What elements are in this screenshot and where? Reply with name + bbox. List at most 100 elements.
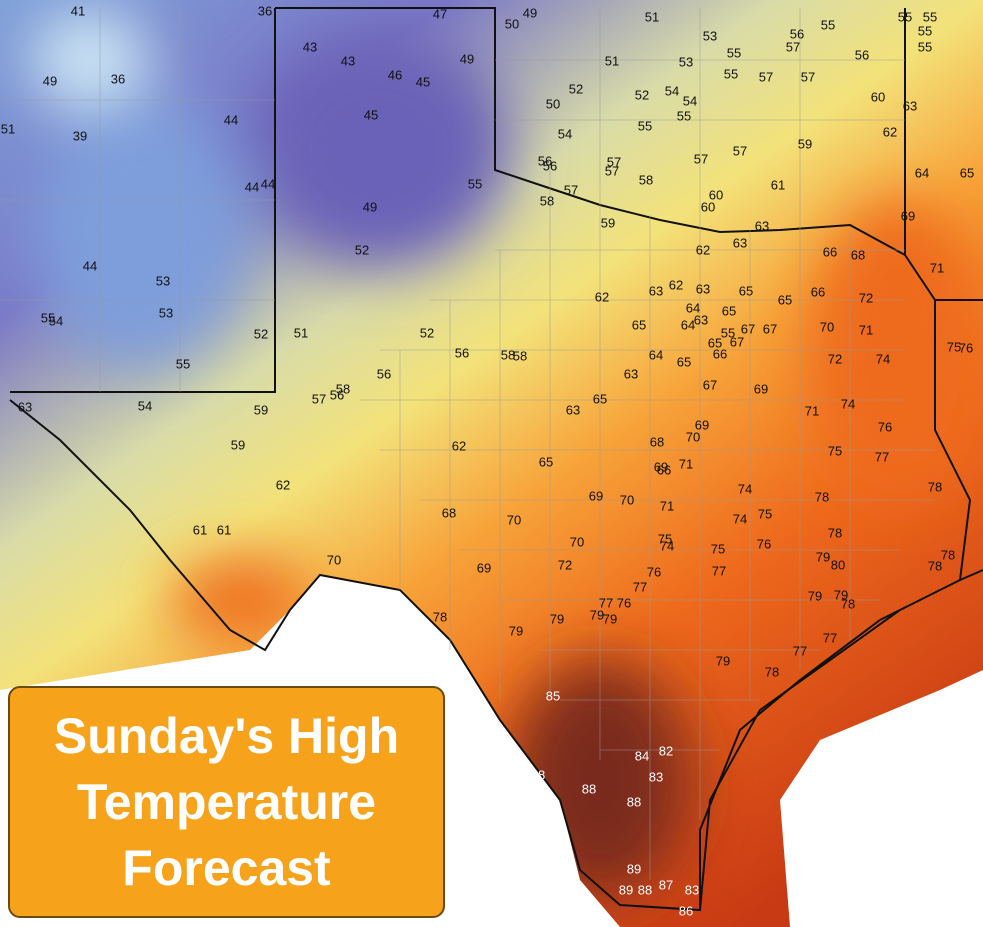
temp-label: 77 [823, 630, 837, 645]
temp-label: 63 [566, 402, 580, 417]
temp-label: 76 [878, 419, 892, 434]
temp-label: 56 [455, 345, 469, 360]
temp-label: 74 [841, 396, 855, 411]
temp-label: 55 [176, 356, 190, 371]
temp-label: 58 [501, 347, 515, 362]
temp-label: 65 [778, 292, 792, 307]
temp-label: 59 [254, 402, 268, 417]
temp-label: 88 [531, 767, 545, 782]
temp-label: 52 [569, 81, 583, 96]
temp-label: 75 [828, 443, 842, 458]
temp-label: 62 [595, 289, 609, 304]
temp-label: 87 [659, 877, 673, 892]
temp-label: 56 [855, 47, 869, 62]
temp-label: 62 [452, 438, 466, 453]
temp-label: 59 [798, 136, 812, 151]
temp-label: 44 [83, 258, 97, 273]
temp-label: 79 [590, 607, 604, 622]
temp-label: 66 [823, 244, 837, 259]
temp-label: 65 [593, 391, 607, 406]
temp-label: 53 [156, 273, 170, 288]
temp-label: 62 [696, 242, 710, 257]
temp-label: 59 [601, 215, 615, 230]
temp-label: 57 [564, 182, 578, 197]
temp-label: 71 [859, 322, 873, 337]
temp-label: 52 [635, 87, 649, 102]
temp-label: 68 [650, 434, 664, 449]
temp-label: 69 [654, 459, 668, 474]
temp-label: 66 [713, 346, 727, 361]
temp-label: 88 [638, 882, 652, 897]
temp-label: 79 [603, 611, 617, 626]
temp-label: 61 [217, 522, 231, 537]
temp-label: 57 [605, 163, 619, 178]
temp-label: 49 [363, 199, 377, 214]
temp-label: 54 [49, 313, 63, 328]
temp-label: 74 [738, 481, 752, 496]
temp-label: 77 [599, 595, 613, 610]
temp-label: 65 [632, 317, 646, 332]
temp-label: 53 [703, 28, 717, 43]
temp-label: 49 [460, 51, 474, 66]
temp-label: 64 [915, 165, 929, 180]
temp-label: 71 [679, 456, 693, 471]
temp-label: 78 [928, 558, 942, 573]
temp-label: 44 [224, 112, 238, 127]
temp-label: 75 [711, 541, 725, 556]
temp-label: 43 [341, 53, 355, 68]
temp-label: 89 [619, 882, 633, 897]
temp-label: 78 [941, 547, 955, 562]
temp-label: 39 [73, 128, 87, 143]
temp-label: 83 [685, 882, 699, 897]
temp-label: 54 [558, 126, 572, 141]
temp-label: 83 [649, 769, 663, 784]
temp-label: 78 [765, 664, 779, 679]
temp-label: 54 [683, 93, 697, 108]
temp-label: 72 [828, 351, 842, 366]
temp-label: 52 [254, 326, 268, 341]
temp-label: 66 [657, 462, 671, 477]
temp-label: 52 [420, 325, 434, 340]
temp-label: 55 [721, 325, 735, 340]
temp-label: 50 [505, 16, 519, 31]
temp-label: 78 [828, 525, 842, 540]
temp-label: 76 [617, 595, 631, 610]
temp-label: 77 [793, 643, 807, 658]
temp-label: 78 [928, 479, 942, 494]
temp-label: 70 [570, 534, 584, 549]
temp-label: 57 [786, 39, 800, 54]
shading [30, 10, 983, 900]
county-lines [0, 8, 935, 880]
temp-label: 50 [546, 96, 560, 111]
temp-label: 74 [660, 538, 674, 553]
temp-label: 70 [327, 552, 341, 567]
temp-label: 63 [755, 218, 769, 233]
temp-label: 63 [733, 235, 747, 250]
temp-label: 44 [245, 179, 259, 194]
temp-label: 58 [336, 381, 350, 396]
temp-label: 56 [790, 26, 804, 41]
temp-label: 55 [724, 66, 738, 81]
temp-label: 51 [605, 53, 619, 68]
temp-label: 70 [686, 429, 700, 444]
temp-label: 77 [875, 449, 889, 464]
temp-label: 76 [959, 340, 973, 355]
temp-label: 41 [71, 3, 85, 18]
temp-label: 63 [696, 281, 710, 296]
temp-label: 75 [947, 339, 961, 354]
temp-label: 54 [138, 398, 152, 413]
temp-label: 57 [801, 69, 815, 84]
temp-label: 63 [694, 312, 708, 327]
temp-label: 57 [694, 151, 708, 166]
gulf [780, 670, 983, 927]
temp-label: 89 [627, 861, 641, 876]
temp-label: 51 [294, 325, 308, 340]
temp-label: 62 [883, 124, 897, 139]
temp-label: 63 [624, 366, 638, 381]
temp-label: 43 [303, 39, 317, 54]
temp-label: 55 [821, 17, 835, 32]
temp-label: 51 [1, 121, 15, 136]
temp-label: 67 [763, 321, 777, 336]
temp-label: 86 [679, 903, 693, 918]
